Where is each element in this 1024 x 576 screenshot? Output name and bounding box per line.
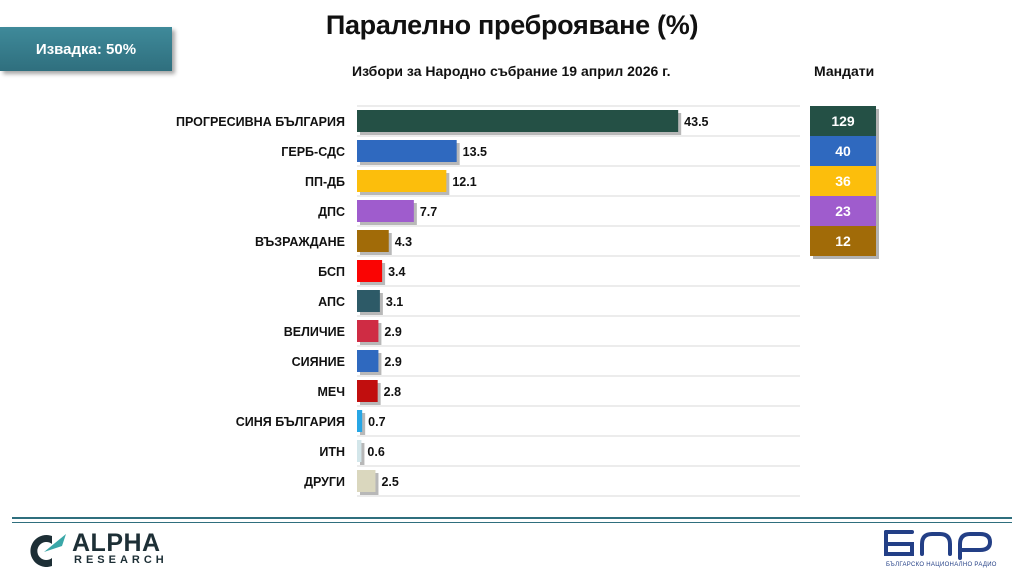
bnr-logo: БЪЛГАРСКО НАЦИОНАЛНО РАДИО	[878, 528, 1008, 572]
mandates-title: Мандати	[814, 63, 875, 79]
value-label: 3.4	[388, 265, 405, 279]
value-label: 13.5	[463, 145, 487, 159]
bar	[357, 380, 378, 402]
category-label: ПРОГРЕСИВНА БЪЛГАРИЯ	[176, 115, 345, 129]
mandate-box	[810, 226, 876, 256]
value-label: 43.5	[684, 115, 708, 129]
bar	[357, 140, 457, 162]
alpha-sub: RESEARCH	[74, 554, 168, 566]
value-label: 2.9	[384, 355, 401, 369]
mandate-value: 12	[835, 233, 851, 249]
category-label: ВЪЗРАЖДАНЕ	[255, 235, 345, 249]
bar	[357, 230, 389, 252]
category-label: ГЕРБ-СДС	[281, 145, 345, 159]
value-label: 3.1	[386, 295, 403, 309]
value-label: 4.3	[395, 235, 412, 249]
mandate-box	[810, 106, 876, 136]
bar-shadow	[360, 443, 365, 465]
category-label: ДРУГИ	[304, 475, 345, 489]
bar	[357, 200, 414, 222]
category-label: ИТН	[319, 445, 345, 459]
bar-chart: ПРОГРЕСИВНА БЪЛГАРИЯ 43.5 ГЕРБ-СДС 13.5 ПП-Д…	[176, 105, 879, 497]
category-label: ДПС	[318, 205, 345, 219]
value-label: 2.5	[381, 475, 398, 489]
bar	[357, 260, 383, 282]
alpha-name: ALPHA	[72, 529, 161, 557]
mandate-value: 36	[835, 173, 851, 189]
category-label: ПП-ДБ	[305, 175, 345, 189]
value-label: 2.8	[384, 385, 401, 399]
mandate-value: 23	[835, 203, 851, 219]
category-label: СИЯНИЕ	[292, 355, 345, 369]
footer-divider	[12, 517, 1012, 519]
sample-badge: Извадка: 50%	[0, 27, 172, 71]
mandate-box	[810, 196, 876, 226]
value-label: 0.6	[367, 445, 384, 459]
bar	[357, 440, 362, 462]
alpha-research-logo-icon	[30, 534, 66, 567]
sample-badge-label: Извадка: 50%	[35, 40, 137, 58]
mandate-value: 129	[831, 113, 855, 129]
alpha-research-logo: ALPHA RESEARCH	[22, 528, 192, 572]
bar	[357, 350, 379, 372]
footer-divider-thin	[12, 522, 1012, 523]
category-label: АПС	[318, 295, 345, 309]
bnr-logo-icon	[884, 530, 993, 560]
category-label: МЕЧ	[317, 385, 345, 399]
value-label: 2.9	[384, 325, 401, 339]
bar	[357, 320, 379, 342]
bar	[357, 110, 679, 132]
mandate-box	[810, 136, 876, 166]
category-label: ВЕЛИЧИЕ	[284, 325, 345, 339]
category-label: СИНЯ БЪЛГАРИЯ	[236, 415, 345, 429]
value-label: 7.7	[420, 205, 437, 219]
mandate-value: 40	[835, 143, 851, 159]
bar-shadow	[360, 413, 366, 435]
category-label: БСП	[318, 265, 345, 279]
chart-subtitle: Избори за Народно събрание 19 април 2026…	[352, 63, 671, 79]
value-label: 0.7	[368, 415, 385, 429]
chart-title: Паралелно преброяване (%)	[325, 10, 699, 40]
mandate-box	[810, 166, 876, 196]
bar	[357, 290, 380, 312]
bar	[357, 170, 447, 192]
bnr-sub: БЪЛГАРСКО НАЦИОНАЛНО РАДИО	[886, 562, 997, 568]
bar	[357, 410, 363, 432]
bar	[357, 470, 376, 492]
value-label: 12.1	[452, 175, 476, 189]
